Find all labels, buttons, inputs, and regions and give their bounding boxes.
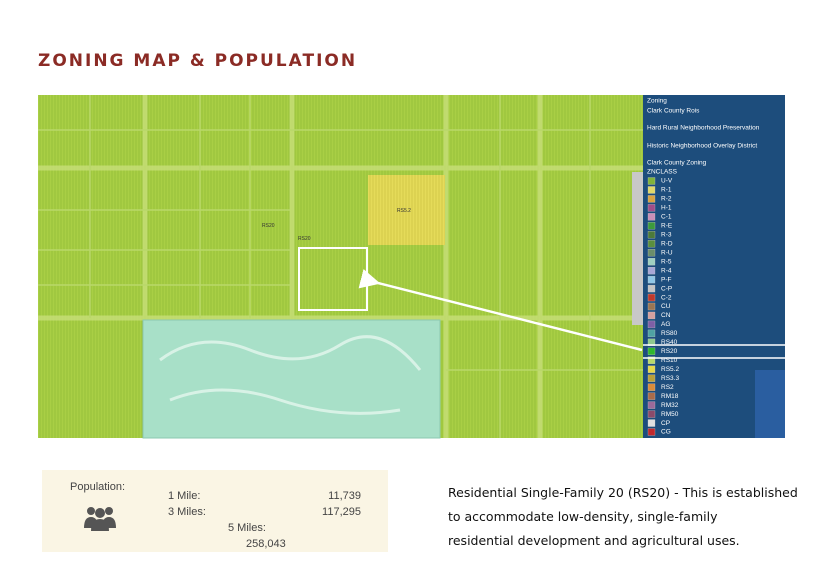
map-label: RS5.2 [397,208,411,214]
legend-class: R-3 [661,232,672,239]
legend-swatch [647,258,656,266]
legend-swatch [647,365,656,373]
legend-swatch [647,302,656,311]
legend-layer: Clark County Rois [647,108,700,115]
legend-class: CP [661,420,670,427]
legend-swatch [647,204,656,212]
legend-swatch [647,374,656,382]
legend-class: RS5.2 [661,366,679,373]
legend: Zoning Clark County Rois Hard Rural Neig… [647,98,760,436]
legend-class: R-4 [661,267,672,274]
legend-swatch [647,284,656,293]
legend-layer: Clark County Zoning [647,160,707,167]
legend-class: CN [661,312,671,319]
legend-swatch [647,356,656,364]
legend-class: RS2 [661,384,674,391]
legend-swatch [647,231,656,239]
legend-class: RS20 [661,348,678,355]
description-line: Residential Single-Family 20 (RS20) - Th… [448,485,798,500]
legend-swatch [647,347,656,355]
legend-swatch [647,266,656,275]
legend-swatch [647,392,656,400]
legend-class: R-U [661,249,673,256]
legend-class: CU [661,303,671,310]
legend-class: AG [661,321,670,328]
legend-swatch [647,249,656,257]
page-title: ZONING MAP & POPULATION [38,51,357,71]
legend-swatch [647,186,656,194]
legend-swatch [647,410,656,418]
legend-swatch [647,213,656,221]
legend-class: R-E [661,223,673,230]
map-label: RS20 [298,236,311,242]
legend-swatch [647,401,656,409]
legend-swatch [647,195,656,203]
parcel-rs52 [368,175,445,245]
population-radius: 5 Miles: [228,522,266,534]
legend-swatch [647,177,656,185]
legend-class: RS80 [661,330,678,337]
legend-swatch [647,320,656,329]
legend-class: RM32 [661,402,679,409]
legend-class: CG [661,429,671,436]
park [142,319,441,439]
legend-swatch [647,240,656,248]
legend-swatch [647,419,656,427]
people-icon [84,507,116,531]
population-value: 258,043 [246,538,286,550]
legend-class: RM50 [661,411,679,418]
legend-title: Zoning [647,98,667,105]
legend-class: RS3.3 [661,375,679,382]
legend-class: R-D [661,240,673,247]
legend-class: U-V [661,178,673,185]
legend-class-label: ZNCLASS [647,169,678,176]
legend-layer: Hard Rural Neighborhood Preservation [647,125,760,132]
map-label: RS20 [262,223,275,229]
roads [38,95,643,438]
legend-layer: Historic Neighborhood Overlay District [647,143,757,150]
legend-swatch [647,383,656,391]
legend-class: H-1 [661,205,672,212]
population-label: Population: [70,481,125,493]
legend-shade [755,370,785,438]
population-radius: 3 Miles: [168,506,206,518]
legend-swatch [647,222,656,230]
description-line: residential development and agricultural… [448,533,740,548]
legend-class: RS40 [661,339,678,346]
legend-class: R-1 [661,187,672,194]
population-box: Population: 1 Mile: 11,739 3 Miles: 117,… [42,470,388,552]
legend-class: RS10 [661,357,678,364]
legend-swatch [647,293,656,302]
legend-class: R-2 [661,196,672,203]
zoning-map: RS5.2 RS20 RS20 Zoning Clark County Rois… [38,95,785,439]
legend-swatch [647,311,656,320]
side-strip [632,172,643,325]
description-line: to accommodate low-density, single-famil… [448,509,718,524]
legend-swatch [647,275,656,284]
legend-swatch [647,428,656,436]
population-value: 11,739 [328,490,361,502]
legend-swatch [647,338,656,347]
streets [38,95,643,438]
legend-class: C-2 [661,294,672,301]
legend-class: RM18 [661,393,679,400]
legend-class: R-5 [661,258,672,265]
park-paths [159,335,422,415]
population-radius: 1 Mile: [168,490,200,502]
legend-class: C-1 [661,214,672,221]
legend-class: P-F [661,276,672,283]
description: Residential Single-Family 20 (RS20) - Th… [448,485,798,548]
legend-swatch [647,329,656,338]
legend-class: C-P [661,285,672,292]
pointer-arrow [358,269,643,352]
population-value: 117,295 [322,506,361,518]
